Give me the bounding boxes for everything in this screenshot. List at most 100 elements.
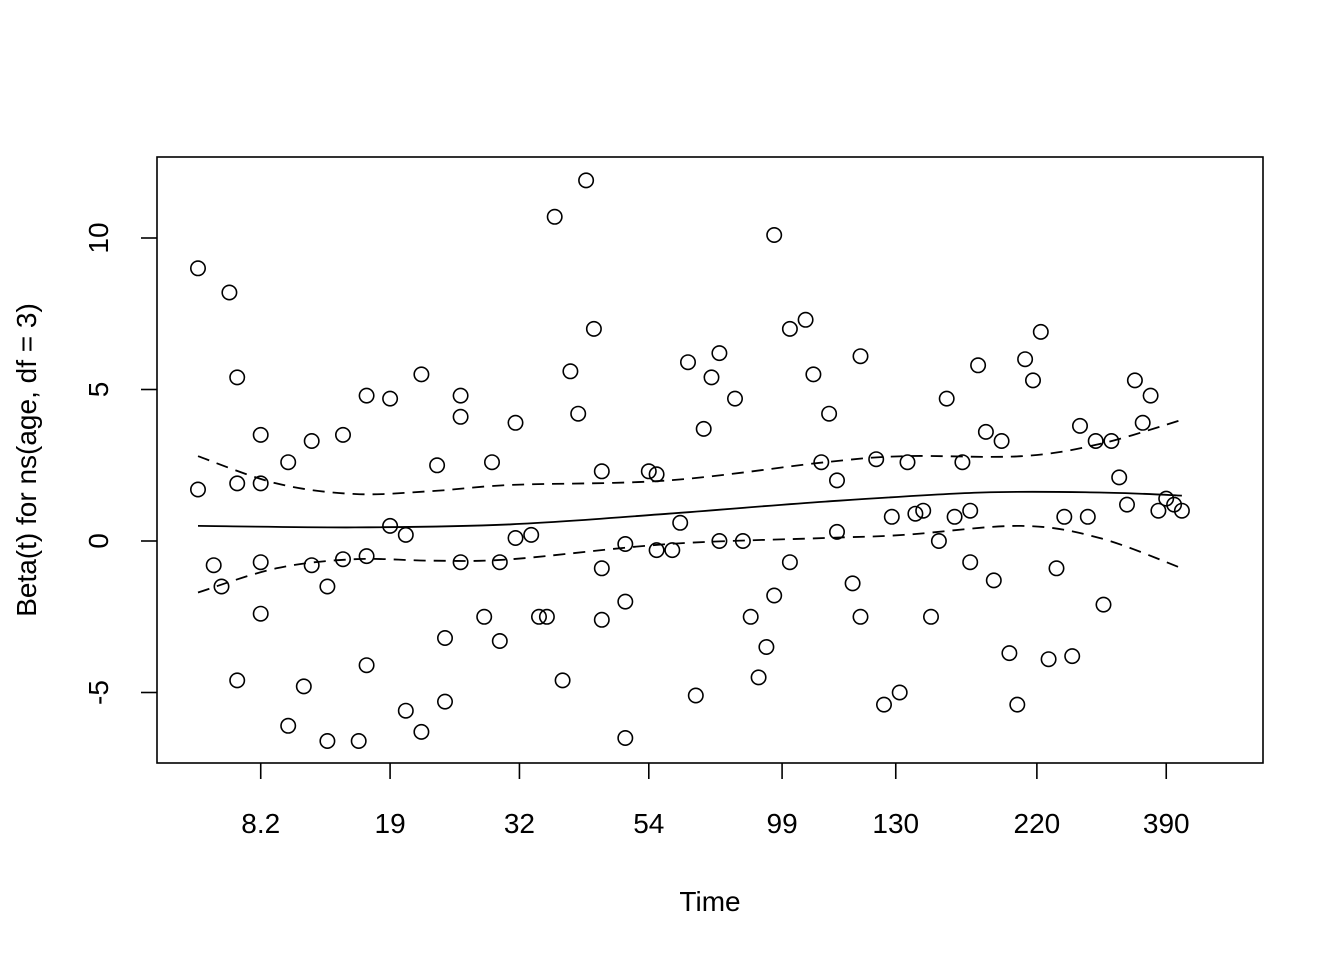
data-point <box>546 208 563 225</box>
data-point <box>334 426 351 443</box>
data-point <box>695 420 712 437</box>
data-point <box>190 260 207 277</box>
data-point <box>711 345 728 362</box>
data-point <box>491 554 508 571</box>
data-point <box>750 669 767 686</box>
data-point <box>252 554 269 571</box>
data-point <box>570 405 587 422</box>
data-point <box>781 320 798 337</box>
data-point <box>1048 560 1065 577</box>
data-point <box>1142 387 1159 404</box>
y-tick-label: 5 <box>83 382 114 398</box>
data-point <box>413 366 430 383</box>
data-point <box>358 657 375 674</box>
data-point <box>229 672 246 689</box>
y-tick-label: 0 <box>83 533 114 549</box>
data-point <box>985 572 1002 589</box>
data-point <box>766 587 783 604</box>
data-point <box>970 357 987 374</box>
data-point <box>585 320 602 337</box>
data-point <box>221 284 238 301</box>
data-point <box>726 390 743 407</box>
data-point <box>617 593 634 610</box>
data-point <box>252 475 269 492</box>
data-point <box>507 414 524 431</box>
data-point <box>1087 432 1104 449</box>
data-point <box>397 526 414 543</box>
x-tick-label: 8.2 <box>241 808 280 839</box>
data-point <box>1134 414 1151 431</box>
data-point <box>899 454 916 471</box>
data-point <box>883 508 900 525</box>
data-point <box>1025 372 1042 389</box>
data-point <box>1064 648 1081 665</box>
data-point <box>507 529 524 546</box>
data-point <box>1009 696 1026 713</box>
data-point <box>452 408 469 425</box>
data-point <box>190 481 207 498</box>
data-point <box>930 532 947 549</box>
data-point <box>578 172 595 189</box>
y-tick-label: -5 <box>83 680 114 705</box>
data-point <box>1032 323 1049 340</box>
data-point <box>954 454 971 471</box>
data-point <box>993 432 1010 449</box>
data-point <box>295 678 312 695</box>
data-point <box>1056 508 1073 525</box>
data-point <box>593 560 610 577</box>
data-point <box>229 475 246 492</box>
data-point <box>1103 432 1120 449</box>
data-point <box>483 454 500 471</box>
data-point <box>922 608 939 625</box>
fit-line <box>197 490 1182 529</box>
data-point <box>476 608 493 625</box>
data-point <box>280 717 297 734</box>
x-tick-label: 130 <box>872 808 919 839</box>
data-point <box>977 423 994 440</box>
data-point <box>413 723 430 740</box>
x-tick-label: 99 <box>767 808 798 839</box>
lower-ci-line <box>197 524 1183 594</box>
data-point <box>781 554 798 571</box>
data-point <box>742 608 759 625</box>
data-point <box>679 354 696 371</box>
data-point <box>758 638 775 655</box>
data-point <box>562 363 579 380</box>
data-point <box>703 369 720 386</box>
data-point <box>1001 645 1018 662</box>
data-point <box>907 505 924 522</box>
data-point <box>452 387 469 404</box>
data-point <box>821 405 838 422</box>
data-point <box>648 466 665 483</box>
data-point <box>538 608 555 625</box>
data-point <box>1150 502 1167 519</box>
data-point <box>382 390 399 407</box>
data-point <box>1079 508 1096 525</box>
data-point <box>436 629 453 646</box>
data-point <box>648 542 665 559</box>
data-point <box>813 454 830 471</box>
data-point <box>319 578 336 595</box>
data-point <box>805 366 822 383</box>
data-point <box>554 672 571 689</box>
data-point <box>523 526 540 543</box>
x-tick-label: 220 <box>1014 808 1061 839</box>
data-point <box>640 463 657 480</box>
data-point <box>252 426 269 443</box>
data-point <box>938 390 955 407</box>
data-point <box>766 227 783 244</box>
x-tick-label: 390 <box>1143 808 1190 839</box>
data-point <box>1040 651 1057 668</box>
data-point <box>452 554 469 571</box>
data-point <box>1173 502 1190 519</box>
data-point <box>429 457 446 474</box>
upper-ci-line <box>197 418 1183 496</box>
data-point <box>397 702 414 719</box>
data-point <box>358 548 375 565</box>
data-point <box>962 502 979 519</box>
data-point <box>229 369 246 386</box>
x-axis: 8.2 19 32 54 99 130 220 390 <box>241 763 1190 839</box>
data-point <box>687 687 704 704</box>
data-point <box>252 605 269 622</box>
